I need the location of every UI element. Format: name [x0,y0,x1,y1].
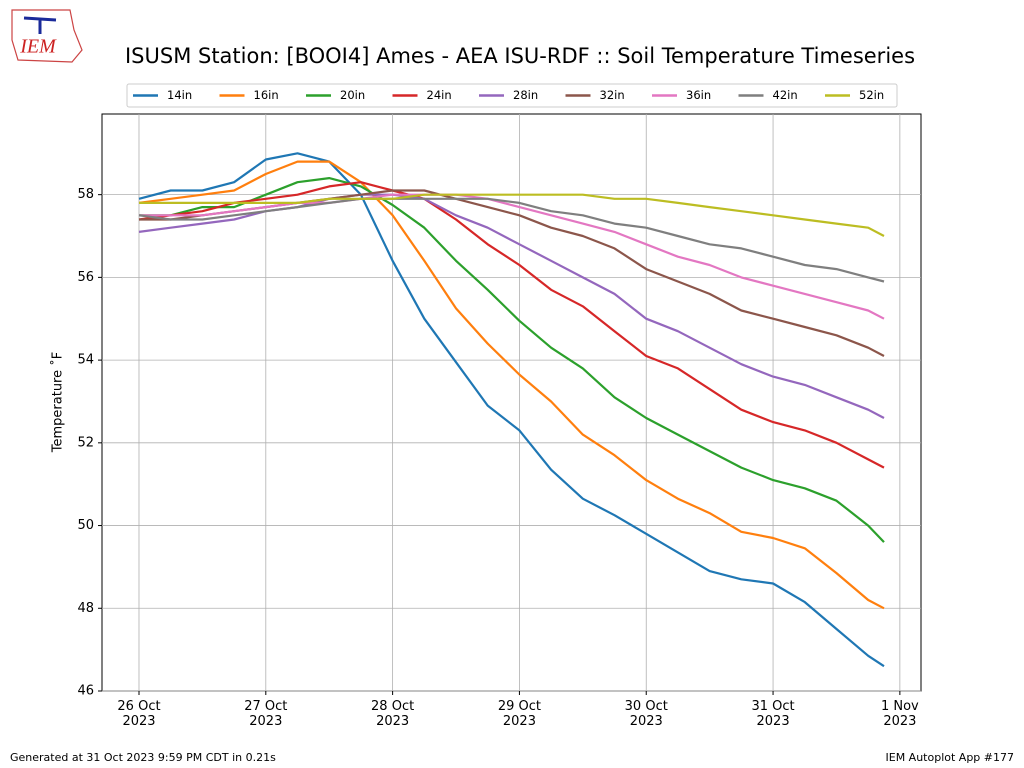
legend-label: 24in [427,88,452,102]
legend-label: 42in [773,88,798,102]
legend-box [126,83,898,108]
x-tick-label: 26 Oct 2023 [117,699,161,729]
series-line [139,193,885,237]
legend-label: 52in [859,88,884,102]
y-tick-label: 58 [77,187,94,202]
series-line [139,177,885,543]
y-axis-label: Temperature ˚F [50,352,66,453]
x-tick-label: 30 Oct 2023 [624,699,668,729]
footer-right: IEM Autoplot App #177 [886,751,1015,764]
logo-text: IEM [19,36,57,58]
x-tick-label: 28 Oct 2023 [371,699,415,729]
x-tick-label: 1 Nov 2023 [880,699,919,729]
logo: IEM [11,9,83,63]
legend-label: 36in [686,88,711,102]
series-line [138,160,885,610]
y-tick-label: 56 [77,270,94,285]
y-tick-label: 48 [77,601,94,616]
series-line [138,152,885,668]
series-line [138,193,885,419]
legend-label: 14in [167,88,192,102]
legend-label: 32in [600,88,625,102]
legend-label: 20in [340,88,365,102]
x-tick-label: 31 Oct 2023 [751,699,795,729]
y-tick-label: 52 [77,435,94,450]
footer-left: Generated at 31 Oct 2023 9:59 PM CDT in … [10,751,276,764]
series-line [138,197,885,283]
legend-label: 28in [513,88,538,102]
y-tick-label: 54 [77,353,94,368]
legend-label: 16in [254,88,279,102]
x-tick-label: 27 Oct 2023 [244,699,288,729]
x-tick-label: 29 Oct 2023 [497,699,541,729]
series-line [138,181,885,469]
y-tick-label: 46 [77,684,94,699]
series-line [139,193,885,320]
y-tick-label: 50 [77,518,94,533]
plot-frame [101,113,922,692]
chart-title: ISUSM Station: [BOOI4] Ames - AEA ISU-RD… [125,44,915,68]
